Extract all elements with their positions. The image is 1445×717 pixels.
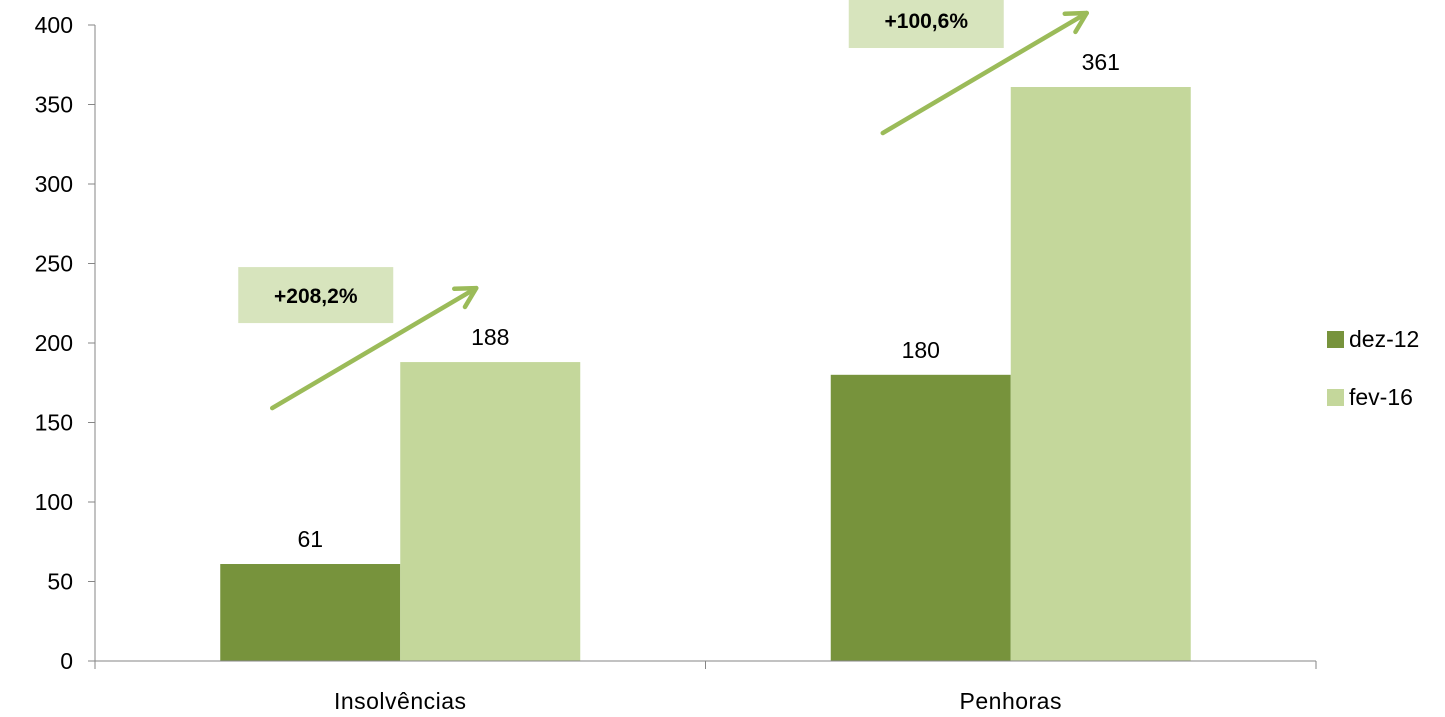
annotation-label: +208,2% <box>274 285 358 308</box>
y-tick-label: 250 <box>35 251 73 277</box>
data-label: 188 <box>471 324 509 350</box>
y-tick-label: 300 <box>35 171 73 197</box>
legend-swatch <box>1327 331 1344 348</box>
category-label: Insolvências <box>334 688 467 714</box>
annotation-arrow-shaft <box>270 285 479 411</box>
legend: dez-12 fev-16 <box>1327 326 1419 410</box>
legend-swatch <box>1327 389 1344 406</box>
data-label: 61 <box>297 526 323 552</box>
annotation-box <box>238 267 394 324</box>
bar <box>830 374 1011 661</box>
legend-label: fev-16 <box>1349 384 1413 410</box>
y-tick-label: 350 <box>35 92 73 118</box>
y-tick-label: 100 <box>35 489 73 515</box>
y-tick-label: 50 <box>47 569 73 595</box>
y-tick-label: 0 <box>60 648 73 674</box>
y-tick-label: 150 <box>35 410 73 436</box>
y-axis-ticks: 0 50 100 150 200 250 300 350 400 <box>35 12 95 674</box>
y-tick-label: 200 <box>35 330 73 356</box>
annotation-arrow-shaft <box>880 10 1089 136</box>
annotation-label: +100,6% <box>885 10 969 33</box>
bars <box>220 87 1191 661</box>
annotations: +208,2% +100,6% <box>238 0 1089 411</box>
legend-label: dez-12 <box>1349 326 1419 352</box>
y-tick-label: 400 <box>35 12 73 38</box>
data-labels: 61 188 180 361 <box>297 49 1119 552</box>
annotation-arrow-head <box>1062 10 1089 35</box>
annotation-box <box>848 0 1004 49</box>
annotation-arrow-head <box>452 285 479 310</box>
bar <box>220 564 401 661</box>
category-labels: Insolvências Penhoras <box>334 688 1062 714</box>
data-label: 361 <box>1082 49 1120 75</box>
category-label: Penhoras <box>960 688 1062 714</box>
data-label: 180 <box>902 337 940 363</box>
bar <box>400 362 581 661</box>
axes <box>94 25 1317 669</box>
bar <box>1010 87 1191 661</box>
